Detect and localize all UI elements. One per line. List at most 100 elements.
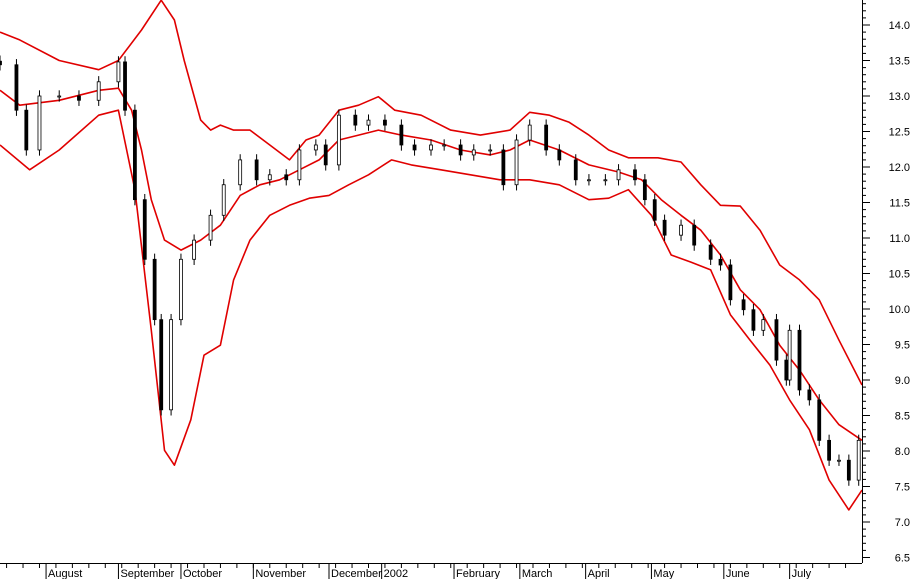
band-upper (0, 0, 863, 386)
candle-body (238, 159, 243, 186)
candle-body (761, 319, 766, 331)
candle-body (123, 61, 127, 111)
candle-body (159, 319, 164, 411)
x-tick-label: April (588, 568, 610, 579)
candle-body (587, 179, 591, 182)
candle-body (284, 174, 289, 181)
y-tick-label: 10.5 (889, 269, 910, 281)
y-tick-label: 7.0 (895, 517, 910, 529)
y-tick-label: 13.0 (889, 91, 910, 103)
candle-body (267, 174, 272, 181)
candle-body (501, 149, 506, 186)
candle-body (527, 124, 532, 141)
candle (797, 324, 802, 396)
candle-body (837, 459, 841, 462)
x-tick-label: October (183, 568, 222, 579)
candle (471, 144, 476, 161)
candle-body (557, 149, 562, 161)
candle (527, 119, 532, 146)
candle-body (488, 149, 493, 152)
candle (123, 56, 127, 116)
x-tick-label: July (792, 568, 812, 579)
candle-body (642, 179, 647, 201)
candle (132, 104, 137, 206)
candle (192, 234, 197, 265)
candle (96, 76, 101, 106)
candle-body (544, 124, 549, 151)
candle (544, 119, 549, 156)
candle (238, 154, 243, 191)
candle (817, 394, 822, 447)
candle (662, 214, 667, 241)
candle (152, 253, 157, 326)
candles (0, 55, 861, 486)
y-tick-label: 8.5 (895, 411, 910, 423)
x-tick-label: December (331, 568, 382, 579)
candle-body (751, 309, 756, 331)
candle (323, 139, 328, 171)
candle (603, 174, 608, 186)
candle-body (383, 119, 387, 126)
candle (784, 354, 789, 386)
candle (573, 154, 578, 186)
candle-body (471, 149, 476, 156)
y-tick-label: 9.5 (895, 340, 910, 352)
candle-body (514, 139, 519, 186)
candle (501, 144, 506, 191)
candle (284, 169, 289, 186)
candle (751, 304, 756, 336)
candle (846, 454, 851, 486)
candle-body (336, 114, 341, 166)
candle-body (827, 439, 831, 461)
candle (366, 114, 371, 131)
y-tick-label: 7.5 (895, 482, 910, 494)
candle-body (192, 239, 197, 260)
y-tick-label: 14.0 (889, 20, 910, 32)
candle (458, 139, 463, 161)
candle-body (856, 439, 861, 481)
candle-body (458, 144, 463, 156)
candle (383, 114, 387, 131)
candle-body (429, 144, 433, 151)
x-tick-label: September (120, 568, 174, 579)
candle (741, 294, 746, 316)
candle (442, 139, 447, 151)
candle (142, 193, 147, 265)
candle (57, 90, 62, 102)
candle-body (116, 61, 121, 83)
candle (692, 219, 697, 251)
candle-body (662, 219, 667, 236)
candle (116, 56, 121, 88)
x-tick-label: 2002 (384, 568, 408, 579)
candle (399, 119, 404, 151)
candle (159, 313, 164, 416)
candle-body (221, 184, 226, 216)
candle-body (96, 81, 101, 101)
candle (267, 169, 272, 186)
candle (837, 454, 841, 466)
candle (221, 179, 226, 221)
candle-body (728, 264, 733, 301)
y-tick-label: 6.5 (895, 553, 910, 565)
candle (254, 154, 259, 186)
candle (179, 253, 183, 326)
candle (24, 104, 29, 156)
candle-body (169, 319, 173, 411)
candle (652, 193, 657, 226)
candle (633, 164, 637, 186)
y-tick-label: 8.0 (895, 446, 910, 458)
candle-body (741, 299, 746, 311)
y-tick-label: 11.0 (889, 233, 910, 245)
y-tick-label: 10.0 (889, 304, 910, 316)
x-tick-label: February (456, 568, 501, 579)
candle-body (254, 159, 259, 181)
candle-body (0, 60, 2, 66)
candle-body (323, 144, 328, 166)
candle-body (718, 258, 723, 266)
candle-body (603, 179, 608, 182)
candle (642, 174, 647, 206)
candle-body (412, 144, 417, 151)
y-tick-label: 13.5 (889, 56, 910, 68)
candle (708, 239, 713, 265)
